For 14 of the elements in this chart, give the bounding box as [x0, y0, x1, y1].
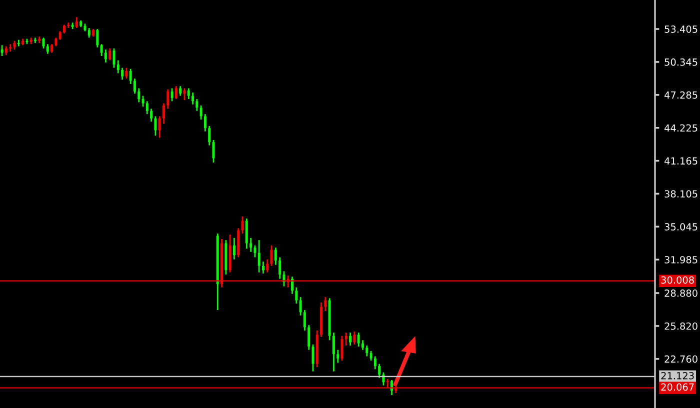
ref-line-label: 21.123: [661, 372, 694, 380]
y-tick-label: 28.880: [664, 290, 698, 297]
ref-line-label: 20.067: [661, 383, 694, 391]
y-tick-label: 47.285: [664, 91, 698, 99]
y-tick-label: 44.225: [664, 124, 698, 132]
y-tick-label: 22.760: [664, 355, 698, 363]
y-tick-label: 31.985: [664, 256, 698, 264]
y-tick-label: 53.405: [664, 25, 698, 33]
y-tick-label: 50.345: [664, 58, 698, 66]
y-tick-label: 41.165: [664, 157, 698, 165]
y-tick-label: 35.045: [664, 223, 698, 230]
y-tick-label: 25.820: [664, 322, 698, 330]
y-tick-label: 38.105: [664, 190, 698, 198]
ref-line-label: 30.008: [661, 276, 694, 284]
